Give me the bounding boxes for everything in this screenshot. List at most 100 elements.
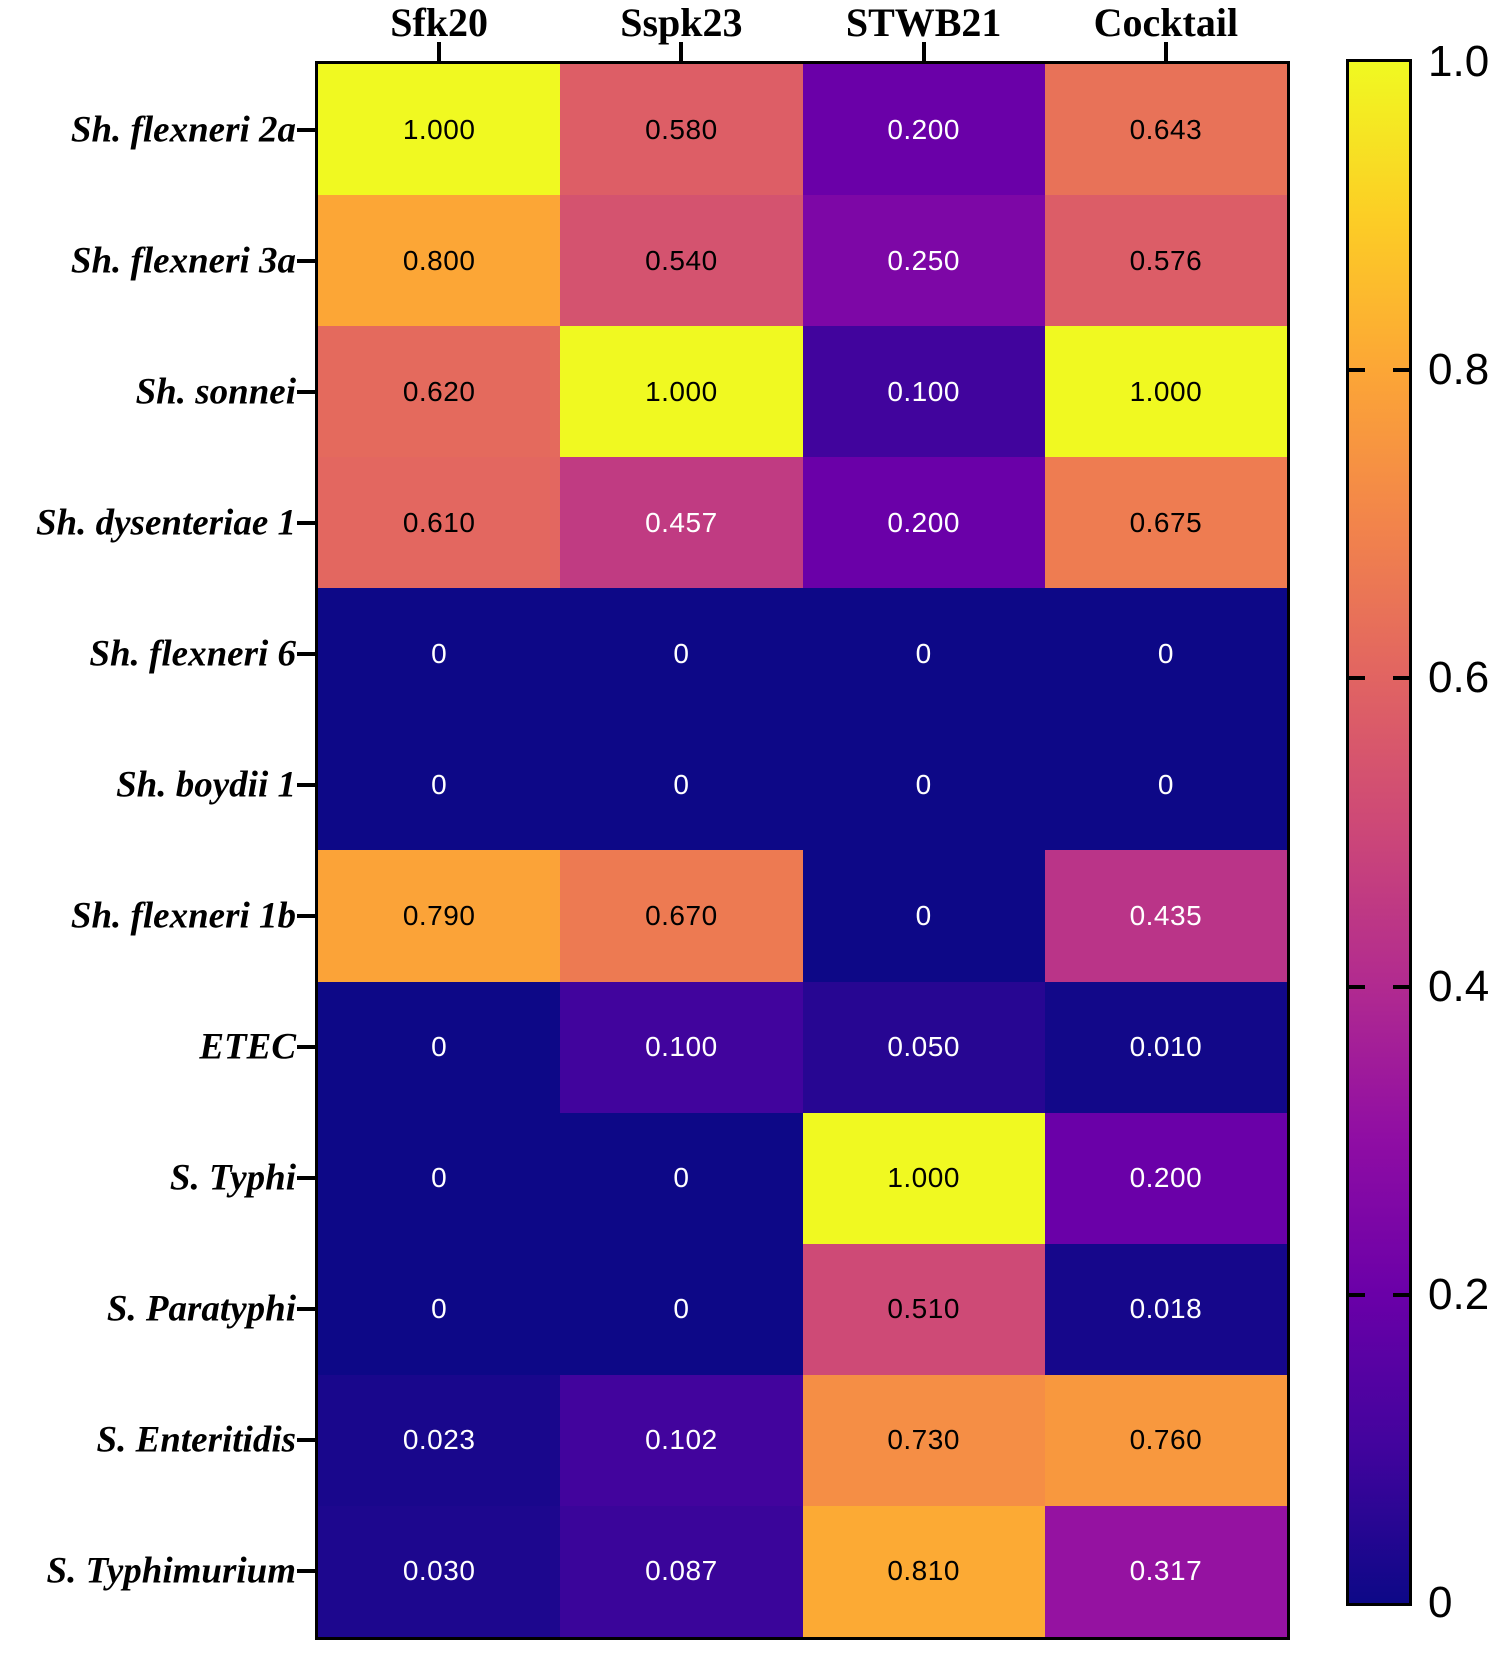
heatmap-cell-sh-dysenteriae-1-sfk20: 0.610 bbox=[318, 457, 561, 589]
row-label-s-enteritidis: S. Enteritidis bbox=[96, 1419, 296, 1461]
heatmap-cell-sh-flexneri-2a-sfk20: 1.000 bbox=[318, 64, 561, 196]
row-tick-sh-flexneri-6 bbox=[297, 651, 315, 656]
heatmap-cell-s-paratyphi-cocktail: 0.018 bbox=[1044, 1243, 1287, 1375]
colorbar-tick-label-1.0: 1.0 bbox=[1428, 37, 1489, 86]
row-label-sh-flexneri-3a: Sh. flexneri 3a bbox=[70, 240, 296, 282]
cell-value: 0.100 bbox=[887, 375, 960, 407]
cell-value: 0.730 bbox=[887, 1424, 960, 1456]
cell-value: 0 bbox=[1157, 637, 1174, 669]
column-header-sfk20: Sfk20 bbox=[390, 0, 489, 45]
heatmap-cell-s-enteritidis-stwb21: 0.730 bbox=[802, 1374, 1045, 1506]
heatmap-cell-sh-flexneri-1b-sspk23: 0.670 bbox=[560, 850, 803, 982]
heatmap-cell-sh-flexneri-2a-sspk23: 0.580 bbox=[560, 64, 803, 196]
row-tick-s-typhimurium bbox=[297, 1569, 315, 1574]
heatmap-cell-sh-boydii-1-sfk20: 0 bbox=[318, 719, 561, 851]
cell-value: 0.200 bbox=[887, 113, 960, 145]
heatmap-cell-s-paratyphi-sspk23: 0 bbox=[560, 1243, 803, 1375]
column-header-cocktail: Cocktail bbox=[1093, 0, 1239, 45]
cell-value: 0 bbox=[673, 1162, 690, 1194]
cell-value: 0.675 bbox=[1129, 506, 1203, 538]
heatmap-cell-sh-sonnei-cocktail: 1.000 bbox=[1044, 326, 1287, 458]
heatmap-cell-s-paratyphi-sfk20: 0 bbox=[318, 1243, 561, 1375]
cell-value: 0 bbox=[673, 637, 690, 669]
cell-value: 0.050 bbox=[887, 1031, 960, 1063]
heatmap-cell-sh-flexneri-1b-stwb21: 0 bbox=[802, 850, 1045, 982]
cell-value: 0.576 bbox=[1129, 244, 1203, 276]
column-tick-stwb21 bbox=[921, 42, 926, 62]
cell-value: 0 bbox=[915, 637, 932, 669]
heatmap-cell-sh-flexneri-3a-sfk20: 0.800 bbox=[318, 195, 561, 327]
row-label-s-paratyphi: S. Paratyphi bbox=[106, 1288, 296, 1330]
cell-value: 0.200 bbox=[1129, 1162, 1203, 1194]
cell-value: 0.620 bbox=[402, 375, 476, 407]
row-tick-etec bbox=[297, 1045, 315, 1050]
cell-value: 0.010 bbox=[1129, 1031, 1203, 1063]
heatmap-cell-s-typhimurium-stwb21: 0.810 bbox=[802, 1505, 1045, 1637]
colorbar bbox=[1346, 59, 1412, 1606]
heatmap-cell-s-typhi-cocktail: 0.200 bbox=[1044, 1112, 1287, 1244]
row-label-s-typhimurium: S. Typhimurium bbox=[46, 1550, 296, 1592]
row-tick-s-enteritidis bbox=[297, 1438, 315, 1443]
heatmap-cell-s-enteritidis-cocktail: 0.760 bbox=[1044, 1374, 1287, 1506]
cell-value: 0 bbox=[915, 900, 932, 932]
row-label-s-typhi: S. Typhi bbox=[169, 1157, 296, 1199]
column-header-sspk23: Sspk23 bbox=[620, 0, 743, 45]
heatmap-cell-s-typhi-stwb21: 1.000 bbox=[802, 1112, 1045, 1244]
heatmap-cell-s-typhimurium-cocktail: 0.317 bbox=[1044, 1505, 1287, 1637]
cell-value: 0.435 bbox=[1129, 900, 1203, 932]
cell-value: 0.457 bbox=[645, 506, 718, 538]
heatmap-cell-sh-flexneri-6-cocktail: 0 bbox=[1044, 588, 1287, 720]
heatmap-cell-sh-boydii-1-sspk23: 0 bbox=[560, 719, 803, 851]
row-label-sh-boydii-1: Sh. boydii 1 bbox=[116, 764, 296, 806]
colorbar-tick-0.6 bbox=[1349, 676, 1365, 681]
heatmap-cell-s-typhi-sspk23: 0 bbox=[560, 1112, 803, 1244]
row-tick-sh-boydii-1 bbox=[297, 782, 315, 787]
row-tick-sh-flexneri-3a bbox=[297, 258, 315, 263]
row-label-sh-flexneri-2a: Sh. flexneri 2a bbox=[70, 109, 296, 151]
cell-value: 1.000 bbox=[887, 1162, 960, 1194]
colorbar-tick-0.8 bbox=[1349, 368, 1365, 373]
heatmap-cell-s-enteritidis-sspk23: 0.102 bbox=[560, 1374, 803, 1506]
heatmap-cell-sh-dysenteriae-1-cocktail: 0.675 bbox=[1044, 457, 1287, 589]
cell-value: 0.018 bbox=[1129, 1293, 1203, 1325]
row-label-sh-dysenteriae-1: Sh. dysenteriae 1 bbox=[35, 502, 296, 544]
heatmap-cell-etec-cocktail: 0.010 bbox=[1044, 981, 1287, 1113]
cell-value: 0 bbox=[431, 768, 448, 800]
cell-value: 0 bbox=[431, 637, 448, 669]
heatmap-cell-sh-boydii-1-stwb21: 0 bbox=[802, 719, 1045, 851]
row-label-sh-flexneri-6: Sh. flexneri 6 bbox=[89, 633, 296, 675]
cell-value: 0 bbox=[673, 1293, 690, 1325]
heatmap-cell-etec-stwb21: 0.050 bbox=[802, 981, 1045, 1113]
colorbar-tick-0.2 bbox=[1349, 1292, 1365, 1297]
cell-value: 0.790 bbox=[402, 900, 476, 932]
column-tick-sspk23 bbox=[679, 42, 684, 62]
colorbar-gradient bbox=[1349, 62, 1409, 1603]
colorbar-tick-label-0.4: 0.4 bbox=[1428, 961, 1489, 1011]
heatmap-cell-s-typhimurium-sfk20: 0.030 bbox=[318, 1505, 561, 1637]
cell-value: 0.610 bbox=[402, 506, 476, 538]
heatmap-cell-sh-sonnei-sfk20: 0.620 bbox=[318, 326, 561, 458]
cell-value: 0.200 bbox=[887, 506, 960, 538]
column-header-stwb21: STWB21 bbox=[845, 0, 1002, 45]
heatmap-cell-sh-flexneri-3a-stwb21: 0.250 bbox=[802, 195, 1045, 327]
cell-value: 0.643 bbox=[1129, 113, 1203, 145]
cell-value: 1.000 bbox=[1129, 375, 1203, 407]
heatmap-cell-sh-flexneri-1b-cocktail: 0.435 bbox=[1044, 850, 1287, 982]
column-tick-cocktail bbox=[1163, 42, 1168, 62]
heatmap-cell-s-typhi-sfk20: 0 bbox=[318, 1112, 561, 1244]
heatmap-cell-sh-flexneri-6-sfk20: 0 bbox=[318, 588, 561, 720]
heatmap-cell-sh-dysenteriae-1-sspk23: 0.457 bbox=[560, 457, 803, 589]
heatmap-cell-sh-flexneri-2a-stwb21: 0.200 bbox=[802, 64, 1045, 196]
heatmap-cell-s-typhimurium-sspk23: 0.087 bbox=[560, 1505, 803, 1637]
cell-value: 0 bbox=[431, 1162, 448, 1194]
colorbar-tick-0.4 bbox=[1393, 984, 1409, 989]
cell-value: 0.810 bbox=[887, 1555, 960, 1587]
row-tick-s-typhi bbox=[297, 1176, 315, 1181]
cell-value: 0.540 bbox=[645, 244, 718, 276]
cell-value: 0.580 bbox=[645, 113, 718, 145]
heatmap-cell-sh-flexneri-1b-sfk20: 0.790 bbox=[318, 850, 561, 982]
row-tick-sh-flexneri-1b bbox=[297, 914, 315, 919]
cell-value: 0 bbox=[431, 1293, 448, 1325]
cell-value: 0.023 bbox=[402, 1424, 476, 1456]
colorbar-tick-label-0: 0 bbox=[1428, 1578, 1453, 1627]
